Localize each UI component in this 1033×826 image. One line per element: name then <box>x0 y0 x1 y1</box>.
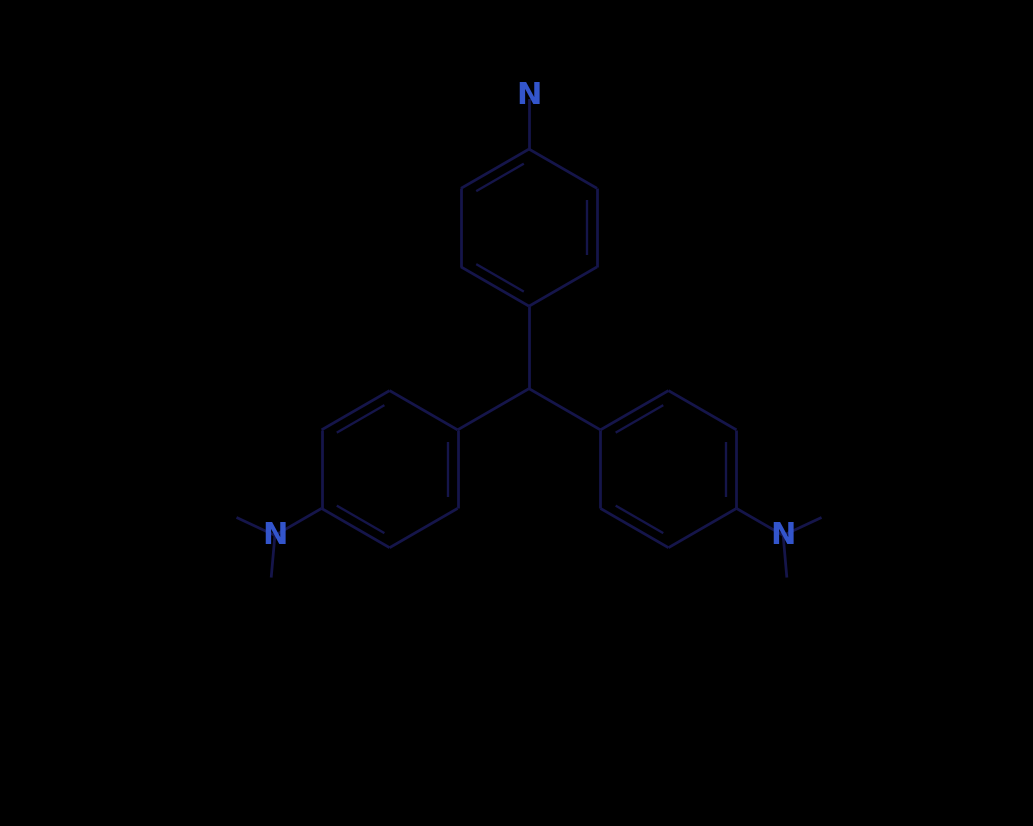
Text: N: N <box>771 521 795 550</box>
Text: N: N <box>516 81 541 110</box>
Text: N: N <box>262 521 287 550</box>
